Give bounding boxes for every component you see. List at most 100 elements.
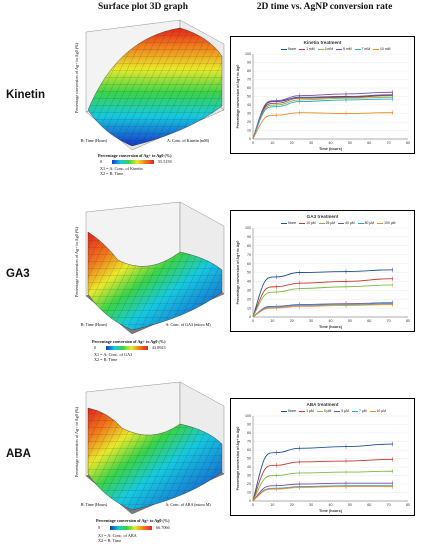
x-tick-label: 30 bbox=[309, 319, 313, 323]
legend-label: None bbox=[288, 409, 297, 413]
data-point bbox=[345, 280, 347, 282]
x-tick-label: 40 bbox=[329, 319, 333, 323]
chart-legend-aba: None 1 μM 3 μM 5 μM 7 μM 10 μM bbox=[281, 409, 386, 413]
x-tick-label: 50 bbox=[348, 141, 352, 145]
legend-entry: 7 μM bbox=[351, 409, 367, 413]
legend-swatch bbox=[338, 222, 345, 224]
data-point bbox=[391, 485, 394, 488]
x-tick-label: 70 bbox=[387, 319, 391, 323]
y-tick-label: 30 bbox=[247, 474, 251, 478]
legend-entry: 10 μM bbox=[299, 221, 316, 225]
y-tick-label: 50 bbox=[247, 457, 251, 461]
y-tick-label: 50 bbox=[247, 95, 251, 99]
legend-entry: None bbox=[281, 47, 296, 51]
y-axis-title: Percentage conversion of Ag+ to Ag0 bbox=[236, 65, 240, 129]
y-tick-label: 30 bbox=[247, 112, 251, 116]
colorbar-max-kinetin: 55.5158 bbox=[158, 159, 172, 164]
series-line bbox=[252, 284, 393, 318]
row-label-aba: ABA bbox=[6, 448, 31, 460]
factor-x1: X1 = A: Conc. of ABA bbox=[98, 533, 137, 538]
colorbar-ga3 bbox=[106, 346, 148, 350]
legend-entry: 5 mM bbox=[336, 47, 352, 51]
surface-plot-ga3: Percentage conversion of Ag+ to Ag0 (%) … bbox=[48, 198, 238, 338]
y-tick-label: 20 bbox=[247, 482, 251, 486]
legend-swatch bbox=[369, 410, 376, 412]
legend-entry: 7 mM bbox=[354, 47, 370, 51]
y-tick-label: 100 bbox=[245, 52, 251, 56]
colorbar-min-ga3: 0 bbox=[94, 345, 97, 350]
chart-svg-aba: 0 10 20 30 40 50 60 70 80 90 100 0 10 20 30 40 50 60 70 80 T… bbox=[236, 414, 410, 513]
y-tick-label: 90 bbox=[247, 423, 251, 427]
data-point bbox=[275, 114, 277, 116]
y-tick-label: 60 bbox=[247, 448, 251, 452]
data-point bbox=[391, 470, 394, 472]
surface-mesh bbox=[88, 232, 222, 330]
y-tick-label: 90 bbox=[247, 61, 251, 65]
x-tick-label: 50 bbox=[348, 319, 352, 323]
x-axis-label: A: Conc. of ABA (micro M) bbox=[165, 502, 211, 507]
legend-entry: 100 μM bbox=[377, 221, 396, 225]
y-axis-title: Percentage conversion of Ag+ to Ag0 bbox=[236, 241, 240, 305]
legend-label: 80 μM bbox=[364, 221, 375, 225]
y-tick-label: 80 bbox=[247, 69, 251, 73]
row-label-ga3: GA3 bbox=[6, 268, 30, 280]
data-point bbox=[275, 106, 277, 108]
data-point bbox=[391, 112, 394, 114]
surface-mesh bbox=[88, 28, 222, 146]
legend-swatch bbox=[318, 222, 325, 224]
y-axis-label: B: Time (Hours) bbox=[81, 502, 108, 507]
legend-label: None bbox=[288, 47, 297, 51]
legend-label: 5 mM bbox=[343, 47, 352, 51]
x-tick-label: 60 bbox=[367, 319, 371, 323]
chart-legend-ga3: None 10 μM 25 μM 40 μM 80 μM 100 μM bbox=[281, 221, 396, 225]
x-axis-title: Time (hours) bbox=[319, 509, 343, 513]
factor-legend-ga3: X1 = A: Conc. of GA3 X2 = B: Time bbox=[94, 352, 132, 363]
data-point bbox=[298, 271, 301, 274]
z-axis-label: Percentage conversion of Ag+ to Ag0 (%) bbox=[74, 406, 79, 477]
surface-mesh bbox=[88, 408, 222, 510]
x-tick-label: 0 bbox=[252, 141, 254, 145]
data-point bbox=[275, 276, 277, 278]
data-point bbox=[391, 91, 394, 93]
x-tick-label: 20 bbox=[290, 141, 294, 145]
y-axis-label: B: Time (Hours) bbox=[81, 322, 108, 327]
data-point bbox=[345, 271, 347, 273]
legend-swatch bbox=[316, 410, 323, 412]
series-line bbox=[252, 94, 393, 140]
data-point bbox=[298, 112, 301, 114]
legend-label: 100 μM bbox=[384, 221, 396, 225]
chart-title: ABA treatment bbox=[306, 402, 339, 407]
y-tick-label: 20 bbox=[247, 120, 251, 124]
y-tick-label: 40 bbox=[247, 103, 251, 107]
data-point bbox=[298, 282, 301, 284]
y-tick-label: 50 bbox=[247, 271, 251, 275]
colorbar-min-kinetin: 0 bbox=[100, 159, 103, 164]
data-point bbox=[298, 101, 301, 103]
legend-entry: None bbox=[281, 221, 296, 225]
legend-swatch bbox=[351, 410, 358, 412]
colorbar-title-aba: Percentage conversion of Ag+ to Ag0 (%) bbox=[96, 518, 170, 523]
x-axis-label: A: Conc. of Kinetin (mM) bbox=[167, 138, 210, 143]
y-tick-label: 0 bbox=[249, 315, 251, 319]
x-tick-label: 60 bbox=[367, 141, 371, 145]
legend-swatch bbox=[281, 222, 287, 224]
data-point bbox=[391, 278, 394, 280]
legend-entry: 3 mM bbox=[317, 47, 333, 51]
legend-swatch bbox=[299, 410, 306, 412]
surface-plot-aba: Percentage conversion of Ag+ to Ag0 (%) … bbox=[48, 378, 238, 518]
legend-swatch bbox=[317, 48, 324, 50]
legend-label: 1 mM bbox=[306, 47, 315, 51]
legend-swatch bbox=[377, 222, 384, 224]
factor-legend-aba: X1 = A: Conc. of ABA X2 = B: Time bbox=[98, 533, 137, 544]
data-point bbox=[345, 93, 347, 95]
data-point bbox=[275, 488, 277, 490]
y-tick-label: 100 bbox=[245, 226, 251, 230]
data-point bbox=[275, 451, 277, 454]
legend-swatch bbox=[281, 410, 287, 412]
y-tick-label: 70 bbox=[247, 440, 251, 444]
z-axis-label: Percentage conversion of Ag+ to Ag0 (%) bbox=[74, 42, 79, 113]
data-point bbox=[298, 461, 301, 463]
y-tick-label: 0 bbox=[249, 137, 251, 141]
data-point bbox=[391, 98, 394, 100]
legend-entry: 1 μM bbox=[299, 409, 314, 413]
